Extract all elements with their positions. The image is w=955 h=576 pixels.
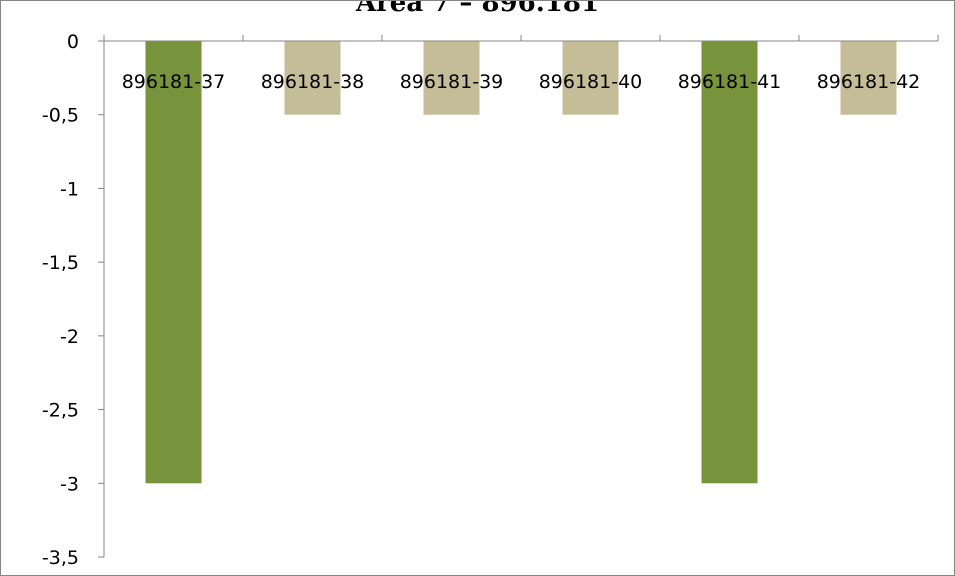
bars-layer [145,41,897,484]
bar-896181-42 [840,41,897,115]
category-labels-layer: 896181-37 896181-38 896181-39 896181-40 8961… [122,71,921,93]
category-label: 896181-42 [817,71,921,93]
axes-layer [103,40,938,557]
y-tick-label: -1,5 [42,252,79,274]
y-tick-label: -0,5 [42,105,79,127]
bar-896181-37 [145,41,202,484]
category-label: 896181-41 [678,71,782,93]
y-tick-label: -2 [60,326,79,348]
category-label: 896181-37 [122,71,226,93]
category-label: 896181-38 [261,71,365,93]
y-tick-label: -3 [60,473,79,495]
bar-896181-39 [423,41,480,115]
ticks-layer: 0 -0,5 -1 -1,5 -2 -2,5 -3 -3,5 [42,31,939,569]
category-label: 896181-39 [400,71,504,93]
chart-title: Area 7 – 896.181 [355,0,600,18]
y-tick-label: 0 [67,31,79,53]
category-label: 896181-40 [539,71,643,93]
bar-896181-41 [701,41,758,484]
bar-896181-40 [562,41,619,115]
y-tick-label: -2,5 [42,400,79,422]
bar-896181-38 [284,41,341,115]
y-tick-label: -1 [60,178,79,200]
y-tick-label: -3,5 [42,547,79,569]
